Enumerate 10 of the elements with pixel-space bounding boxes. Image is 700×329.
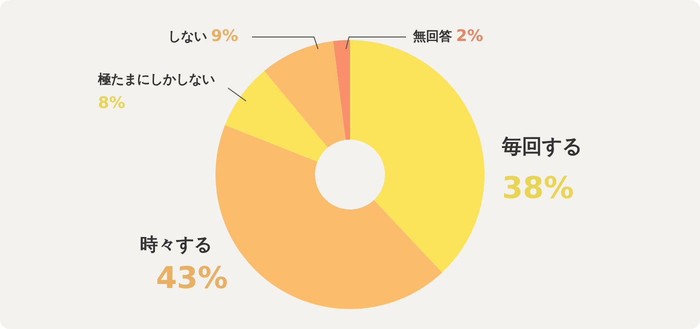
slice-label: 極たまにしかしない	[97, 72, 215, 88]
data-label: 8%	[98, 93, 126, 112]
data-label: 9%	[211, 26, 238, 46]
slice-label: しない	[168, 29, 207, 44]
data-label: 43%	[156, 260, 228, 296]
slice-label: 毎回する	[501, 134, 582, 158]
data-label: 2%	[456, 26, 484, 46]
slice-label: 無回答	[412, 29, 452, 44]
data-label: 38%	[502, 170, 574, 206]
slice-label: 時々する	[140, 234, 212, 256]
